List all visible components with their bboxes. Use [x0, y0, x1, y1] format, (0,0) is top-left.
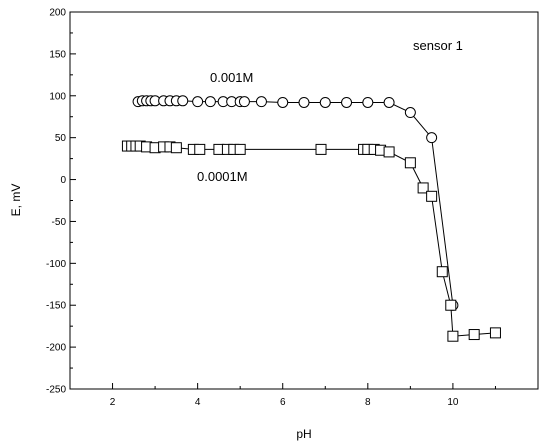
data-point-circle — [298, 96, 310, 108]
plot-frame — [69, 11, 539, 390]
y-tick-label: -250 — [46, 385, 66, 396]
data-point-square — [315, 143, 327, 155]
y-tick-label: -50 — [52, 217, 67, 228]
data-point-square — [417, 182, 429, 194]
data-point-circle — [204, 96, 216, 108]
series-label-00001m: 0.0001M — [197, 169, 248, 184]
x-tick-label: 6 — [280, 397, 286, 408]
data-point-square — [383, 146, 395, 158]
data-point-circle — [341, 96, 353, 108]
x-axis-label: pH — [296, 427, 311, 441]
sensor-annotation: sensor 1 — [413, 38, 463, 53]
x-tick-label: 4 — [195, 397, 201, 408]
data-point-circle — [277, 96, 289, 108]
y-tick-label: 150 — [49, 49, 66, 60]
x-tick-label: 10 — [447, 397, 459, 408]
series-line-0 — [138, 100, 454, 306]
x-tick-label: 2 — [110, 397, 116, 408]
data-point-square — [170, 142, 182, 154]
series-lines — [127, 100, 496, 337]
y-tick-label: 100 — [49, 91, 66, 102]
data-point-square — [194, 143, 206, 155]
data-point-circle — [238, 96, 250, 108]
y-tick-label: 0 — [60, 175, 66, 186]
data-point-circle — [404, 107, 416, 119]
y-tick-label: 200 — [49, 8, 66, 19]
data-point-square — [468, 329, 480, 341]
y-tick-label: -100 — [46, 259, 66, 270]
y-axis-label: E, mV — [9, 184, 23, 217]
y-tick-label: 50 — [55, 133, 67, 144]
data-point-circle — [362, 96, 374, 108]
y-tick-label: -150 — [46, 301, 66, 312]
data-point-circle — [319, 96, 331, 108]
data-point-square — [426, 190, 438, 202]
data-point-square — [234, 143, 246, 155]
data-point-square — [489, 327, 501, 339]
data-point-circle — [255, 96, 267, 108]
series-line-1 — [127, 145, 496, 337]
y-tick-label: -200 — [46, 343, 66, 354]
data-point-circle — [426, 132, 438, 144]
data-point-circle — [177, 95, 189, 107]
data-point-circle — [192, 96, 204, 108]
data-point-square — [447, 330, 459, 342]
data-point-circle — [383, 96, 395, 108]
data-point-square — [404, 157, 416, 169]
data-point-square — [445, 299, 457, 311]
data-point-square — [436, 266, 448, 278]
series-label-0001m: 0.001M — [210, 70, 253, 85]
ticks: 2 4 6 8 10 -250 -200 -150 -100 -50 0 50 100 150 200 — [46, 8, 539, 408]
x-tick-label: 8 — [365, 397, 371, 408]
markers — [121, 95, 501, 342]
